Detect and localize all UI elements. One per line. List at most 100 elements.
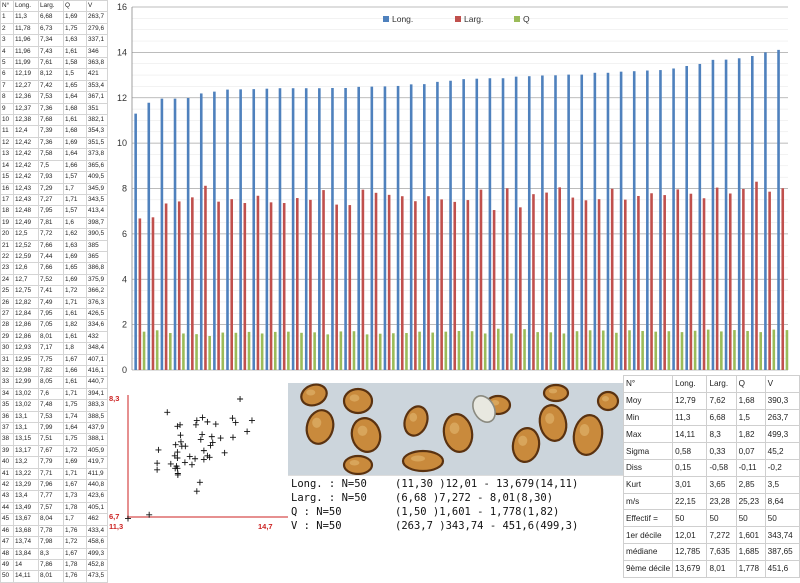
specimen-cell: 21 <box>0 239 14 252</box>
stats-row-label: 9ème décile <box>622 559 674 578</box>
bar-larg <box>309 199 312 370</box>
specimen-cell: 2 <box>0 22 14 36</box>
specimen-cell: 1,61 <box>63 307 87 321</box>
specimen-cell: 1,69 <box>63 250 87 264</box>
specimen-cell: 1,78 <box>63 501 87 515</box>
specimen-cell: 421 <box>86 68 108 81</box>
specimen-row: 33 12,99 8,05 1,61 440,7 <box>0 376 108 389</box>
scatter-point <box>172 441 179 448</box>
spore-highlight <box>545 413 555 424</box>
specimen-row: 40 13,2 7,79 1,69 419,7 <box>0 456 108 469</box>
specimen-cell: 14 <box>0 159 14 173</box>
bar-q <box>155 330 159 370</box>
specimen-cell: 1,76 <box>63 524 87 538</box>
specimen-cell: 47 <box>0 536 14 549</box>
specimen-cell: 1,67 <box>63 547 87 560</box>
specimen-cell: 7,34 <box>38 34 64 47</box>
specimen-row: 13 12,42 7,58 1,64 373,8 <box>0 148 108 161</box>
specimen-row: 6 12,19 8,12 1,5 421 <box>0 68 108 81</box>
specimen-row: 48 13,84 8,3 1,67 499,3 <box>0 547 108 560</box>
specimen-cell: 343,5 <box>86 193 108 207</box>
bar-long <box>226 89 229 371</box>
specimen-row: 7 12,27 7,42 1,65 353,4 <box>0 79 108 93</box>
bar-larg <box>191 197 194 370</box>
stats-cell: 7,62 <box>706 391 737 410</box>
scatter-point <box>196 479 203 486</box>
specimen-row: 34 13,02 7,6 1,71 394,1 <box>0 387 108 401</box>
bar-larg <box>374 192 378 370</box>
stats-row: Effectif = 50 50 50 50 <box>622 509 800 528</box>
stats-cell: 387,65 <box>764 542 800 561</box>
spore-shape <box>442 413 474 453</box>
specimen-cell: 7,99 <box>38 422 64 435</box>
specimen-cell: 1,68 <box>63 125 87 138</box>
specimen-row: 16 12,43 7,29 1,7 345,9 <box>0 182 108 195</box>
bar-long <box>173 98 177 370</box>
bar-long <box>659 70 662 370</box>
bar-q <box>142 331 146 370</box>
specimen-cell: 366,2 <box>86 285 108 298</box>
specimen-cell: 1,64 <box>63 91 87 104</box>
specimen-header-cell: N° <box>0 0 14 13</box>
y-tick-label: 6 <box>122 229 127 239</box>
bar-q <box>221 332 225 370</box>
stats-cell: 451,6 <box>764 559 800 578</box>
specimen-row: 42 13,29 7,96 1,67 440,8 <box>0 479 108 492</box>
bar-chart: 0 2 4 6 8 10 12 14 16 Long. Larg. Q <box>117 2 789 375</box>
stats-row-label: Min <box>622 408 674 427</box>
bar-long <box>580 74 584 370</box>
bar-long <box>606 72 610 370</box>
specimen-cell: 7,39 <box>38 125 64 138</box>
specimen-cell: 8,3 <box>38 547 64 560</box>
bar-long <box>396 85 400 370</box>
scatter-point <box>167 460 174 467</box>
specimen-cell: 13,4 <box>13 490 39 503</box>
bar-q <box>444 331 448 370</box>
specimen-row: 11 12,4 7,39 1,68 354,3 <box>0 125 108 138</box>
scatter-point <box>164 409 171 416</box>
specimen-cell: 42 <box>0 479 14 492</box>
specimen-cell: 8,12 <box>38 68 64 81</box>
legend-swatch <box>455 16 461 22</box>
specimen-cell: 13,15 <box>13 433 39 446</box>
specimen-cell: 432 <box>86 330 108 344</box>
specimen-cell: 1,5 <box>63 68 87 81</box>
specimen-cell: 440,7 <box>86 376 108 389</box>
spore-shape <box>305 409 335 445</box>
bar-q <box>418 331 421 370</box>
bar-q <box>706 329 710 370</box>
specimen-cell: 13,2 <box>13 456 39 469</box>
bar-long <box>632 71 636 370</box>
scatter-x-max-label: 14,7 <box>258 522 273 531</box>
specimen-cell: 376,3 <box>86 296 108 309</box>
bar-long <box>160 98 164 370</box>
bar-q <box>720 331 723 370</box>
bar-long <box>278 88 282 370</box>
stats-cell: 390,3 <box>764 391 800 410</box>
stats-cell: 14,11 <box>672 425 708 444</box>
specimen-row: 18 12,48 7,95 1,57 413,4 <box>0 205 108 218</box>
specimen-cell: 7,78 <box>38 524 64 538</box>
specimen-cell: 11,99 <box>13 57 39 70</box>
spore-shape <box>538 404 568 442</box>
scatter-point <box>229 415 236 422</box>
specimen-row: 32 12,98 7,82 1,66 416,1 <box>0 364 108 378</box>
specimen-cell: 43 <box>0 490 14 503</box>
specimen-row: 2 11,78 6,73 1,75 279,6 <box>0 22 108 36</box>
bar-q <box>785 330 789 370</box>
spore-highlight <box>349 394 360 402</box>
specimen-cell: 1,66 <box>63 364 87 378</box>
specimen-cell: 1,67 <box>63 479 87 492</box>
specimen-cell: 39 <box>0 444 14 458</box>
specimen-row: 37 13,1 7,99 1,64 437,9 <box>0 422 108 435</box>
specimen-row: 41 13,22 7,71 1,71 411,9 <box>0 467 108 481</box>
specimen-cell: 12,37 <box>13 102 39 116</box>
stats-row-label: Sigma <box>622 442 674 460</box>
bar-larg <box>532 194 535 370</box>
specimen-cell: 7,17 <box>38 342 64 355</box>
scatter-plot: 8,3 6,711,3 14,7 <box>109 394 288 531</box>
specimen-cell: 11,96 <box>13 45 39 59</box>
specimen-cell: 1,82 <box>63 319 87 332</box>
specimen-cell: 12,36 <box>13 91 39 104</box>
specimen-cell: 433,4 <box>86 524 108 538</box>
